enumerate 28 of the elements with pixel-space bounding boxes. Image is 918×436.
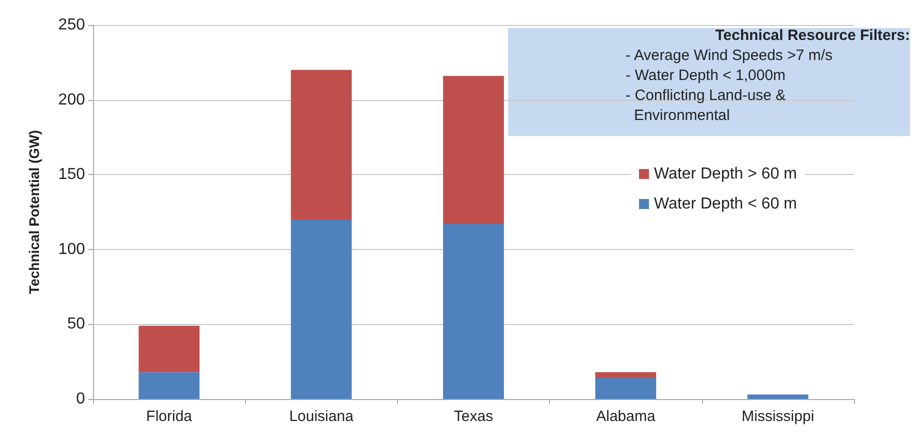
annotation: - Water Depth < 1,000m xyxy=(626,67,786,84)
annotation: - Conflicting Land-use & xyxy=(626,87,786,104)
x-tick-label: Texas xyxy=(454,408,494,425)
bar xyxy=(138,326,200,372)
y-axis-title: Technical Potential (GW) xyxy=(26,130,42,294)
y-tick-label: 50 xyxy=(67,316,86,333)
bar xyxy=(290,70,352,220)
annotation: Technical Resource Filters: xyxy=(715,27,910,44)
legend-label: Water Depth > 60 m xyxy=(654,166,798,182)
annotation: Environmental xyxy=(626,107,730,124)
bar xyxy=(443,76,504,224)
bar xyxy=(595,372,656,378)
x-tick-label: Mississippi xyxy=(742,408,814,425)
bar xyxy=(595,378,656,399)
annotation: - Average Wind Speeds >7 m/s xyxy=(626,47,833,64)
y-tick-label: 150 xyxy=(58,166,86,184)
bar xyxy=(747,394,808,399)
y-tick-label: 250 xyxy=(58,16,86,34)
y-tick-label: 0 xyxy=(76,390,86,408)
x-tick-label: Louisiana xyxy=(289,408,354,425)
y-tick-label: 200 xyxy=(58,91,86,108)
bar xyxy=(138,372,200,399)
x-tick-label: Alabama xyxy=(596,408,656,425)
y-tick-label: 100 xyxy=(58,240,86,258)
legend-label: Water Depth < 60 m xyxy=(654,196,798,212)
bar xyxy=(290,219,352,399)
bar xyxy=(443,224,504,399)
x-tick-label: Florida xyxy=(146,408,193,425)
